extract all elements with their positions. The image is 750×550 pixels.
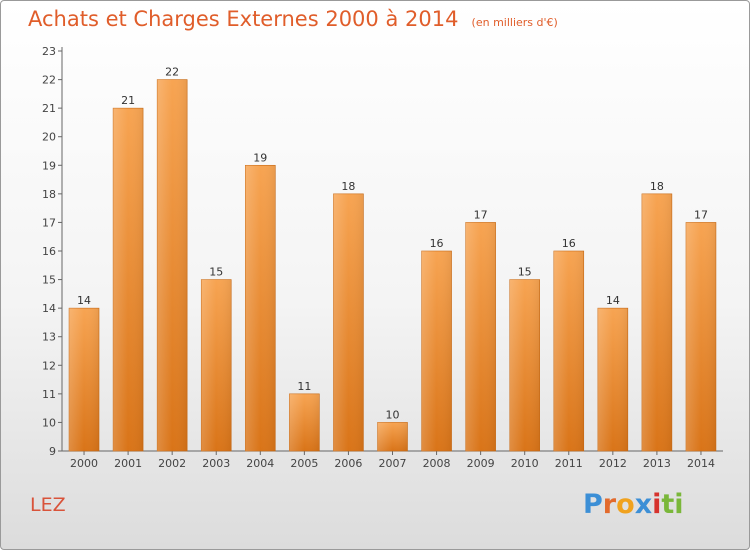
x-tick-label: 2014 bbox=[687, 457, 715, 470]
y-tick-label: 21 bbox=[42, 102, 56, 115]
y-tick-label: 11 bbox=[42, 388, 56, 401]
x-tick-label: 2011 bbox=[555, 457, 583, 470]
bar-shine bbox=[245, 165, 276, 452]
bar-shine bbox=[69, 308, 100, 451]
bar-value-label: 17 bbox=[694, 208, 708, 221]
bar-value-label: 14 bbox=[77, 294, 91, 307]
x-tick-label: 2007 bbox=[379, 457, 407, 470]
bar-shine bbox=[377, 422, 408, 451]
bar-value-label: 22 bbox=[165, 66, 179, 79]
x-tick-label: 2009 bbox=[467, 457, 495, 470]
x-tick-label: 2008 bbox=[423, 457, 451, 470]
bar-shine bbox=[465, 222, 496, 451]
bar-shine bbox=[597, 308, 628, 451]
y-tick-label: 20 bbox=[42, 131, 56, 144]
x-tick-label: 2012 bbox=[599, 457, 627, 470]
bar-shine bbox=[113, 108, 144, 452]
brand-letter: o bbox=[616, 489, 635, 520]
brand-letter: x bbox=[634, 489, 653, 520]
bar-value-label: 15 bbox=[518, 266, 532, 279]
y-tick-label: 18 bbox=[42, 188, 56, 201]
brand-logo: Proxiti bbox=[583, 489, 684, 520]
bar-value-label: 21 bbox=[121, 94, 135, 107]
y-tick-label: 16 bbox=[42, 245, 56, 258]
chart-title: Achats et Charges Externes 2000 à 2014 bbox=[28, 7, 459, 31]
brand-letter: i bbox=[674, 489, 684, 520]
bar-shine bbox=[201, 279, 232, 451]
brand-letter: i bbox=[652, 489, 662, 520]
brand-letter: r bbox=[602, 489, 617, 520]
data-labels: 14 21 22 15 19 11 18 10 16 17 15 16 14 18 17 bbox=[77, 66, 708, 422]
bar-shine bbox=[289, 393, 320, 451]
bar-shine bbox=[641, 193, 672, 451]
bar-value-label: 17 bbox=[474, 208, 488, 221]
bar-value-label: 14 bbox=[606, 294, 620, 307]
x-tick-label: 2003 bbox=[202, 457, 230, 470]
title-block: Achats et Charges Externes 2000 à 2014 (… bbox=[28, 7, 558, 31]
bar-value-label: 16 bbox=[430, 237, 444, 250]
y-tick-label: 17 bbox=[42, 216, 56, 229]
bars bbox=[68, 79, 717, 452]
bar-shine bbox=[333, 193, 364, 451]
bar-shine bbox=[685, 222, 716, 451]
x-tick-label: 2013 bbox=[643, 457, 671, 470]
y-tick-label: 10 bbox=[42, 416, 56, 429]
bar-value-label: 15 bbox=[209, 266, 223, 279]
y-tick-label: 12 bbox=[42, 359, 56, 372]
x-tick-label: 2001 bbox=[114, 457, 142, 470]
brand-letter: P bbox=[583, 489, 603, 520]
x-tick-label: 2004 bbox=[246, 457, 274, 470]
chart-subtitle: (en milliers d'€) bbox=[471, 16, 558, 29]
x-tick-label: 2010 bbox=[511, 457, 539, 470]
y-tick-label: 23 bbox=[42, 45, 56, 58]
bar-value-label: 16 bbox=[562, 237, 576, 250]
commune-name: LEZ bbox=[30, 494, 66, 516]
bar-shine bbox=[157, 79, 188, 452]
y-tick-label: 19 bbox=[42, 159, 56, 172]
y-tick-label: 13 bbox=[42, 331, 56, 344]
y-tick-label: 15 bbox=[42, 274, 56, 287]
bar-value-label: 18 bbox=[650, 180, 664, 193]
bar-shine bbox=[421, 251, 452, 451]
bar-value-label: 18 bbox=[341, 180, 355, 193]
bar-shine bbox=[553, 251, 584, 451]
x-axis: 2000 2001 2002 2003 2004 2005 2006 2007 2008 2009… bbox=[62, 450, 723, 470]
x-tick-label: 2005 bbox=[290, 457, 318, 470]
y-tick-label: 14 bbox=[42, 302, 56, 315]
bar-value-label: 19 bbox=[253, 151, 267, 164]
bar-shine bbox=[509, 279, 540, 451]
x-tick-label: 2000 bbox=[70, 457, 98, 470]
y-axis: 9 10 11 12 13 14 15 16 17 18 19 20 21 22 23 bbox=[42, 45, 63, 458]
bar-value-label: 11 bbox=[297, 380, 311, 393]
x-tick-label: 2006 bbox=[334, 457, 362, 470]
x-tick-label: 2002 bbox=[158, 457, 186, 470]
brand-letter: t bbox=[661, 489, 675, 520]
y-tick-label: 22 bbox=[42, 74, 56, 87]
y-tick-label: 9 bbox=[49, 445, 56, 458]
bar-value-label: 10 bbox=[386, 408, 400, 421]
